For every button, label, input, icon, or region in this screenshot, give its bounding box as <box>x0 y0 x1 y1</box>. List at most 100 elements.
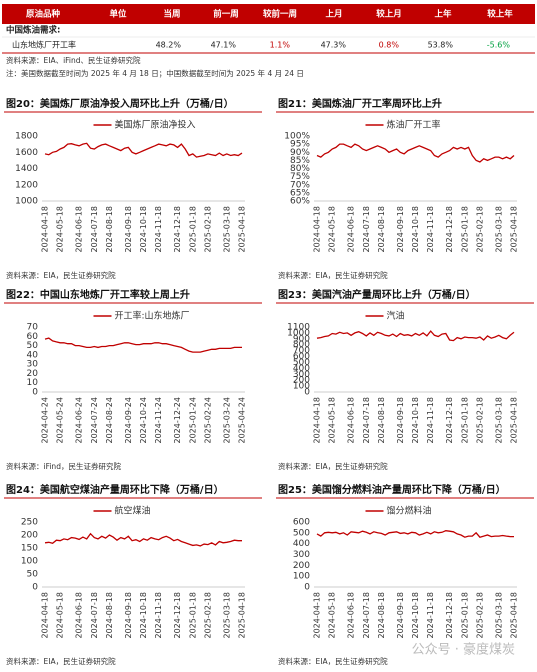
y-tick-label: 30 <box>27 360 39 370</box>
x-tick-label: 2024-06-24 <box>75 397 84 444</box>
y-tick-label: 65% <box>290 188 310 198</box>
x-tick-label: 2025-01-18 <box>460 592 469 639</box>
x-tick-label: 2024-05-18 <box>328 592 337 639</box>
x-tick-label: 2024-10-18 <box>411 397 420 444</box>
x-tick-label: 2024-06-18 <box>75 592 84 639</box>
y-tick-label: 600 <box>293 352 310 362</box>
table-section: 中国炼油需求: <box>6 25 60 36</box>
chart-source: 资料来源：EIA，民生证券研究院 <box>278 461 388 471</box>
x-tick-label: 2024-04-18 <box>313 592 322 639</box>
watermark: 公众号 · 豪度煤炭 <box>412 642 515 658</box>
chart-source: 资料来源：EIA，民生证券研究院 <box>278 656 388 666</box>
x-tick-label: 2024-05-18 <box>56 206 65 253</box>
x-tick-label: 2024-10-18 <box>411 206 420 253</box>
x-tick-label: 2025-03-18 <box>494 397 503 444</box>
x-tick-label: 2024-12-18 <box>445 397 454 444</box>
y-tick-label: 1200 <box>15 180 38 190</box>
y-tick-label: 1400 <box>15 164 38 174</box>
y-tick-label: 85% <box>290 156 310 166</box>
x-tick-label: 2025-04-18 <box>238 592 247 639</box>
y-tick-label: 100 <box>293 572 310 582</box>
chart-title: 图25：美国馏分燃料油产量周环比下降（万桶/日） <box>278 483 506 496</box>
x-tick-label: 2024-09-18 <box>396 592 405 639</box>
table-note: 注：美国数据截至时间为 2025 年 4 月 18 日；中国数据截至时间为 20… <box>6 68 304 78</box>
x-tick-label: 2024-04-18 <box>41 592 50 639</box>
y-tick-label: 50 <box>27 341 39 351</box>
chart-title: 图24：美国航空煤油产量周环比下降（万桶/日） <box>6 483 224 496</box>
x-tick-label: 2024-12-18 <box>445 592 454 639</box>
chart-title: 图21：美国炼油厂开工率周环比上升 <box>278 97 442 110</box>
x-tick-label: 2024-09-18 <box>124 592 133 639</box>
y-tick-label: 0 <box>32 583 38 593</box>
legend-label: 美国炼厂原油净投入 <box>115 119 196 131</box>
x-tick-label: 2025-04-18 <box>238 206 247 253</box>
table-header-cell: 较上月 <box>376 9 402 20</box>
table-header-bg <box>2 4 535 24</box>
x-tick-label: 2024-08-18 <box>105 206 114 253</box>
x-tick-label: 2024-04-18 <box>41 206 50 253</box>
y-tick-label: 50 <box>27 570 39 580</box>
y-tick-label: 150 <box>21 544 38 554</box>
x-tick-label: 2024-08-24 <box>105 397 114 444</box>
y-tick-label: 900 <box>293 334 310 344</box>
x-tick-label: 2024-10-24 <box>139 397 148 444</box>
y-tick-label: 400 <box>293 364 310 374</box>
y-tick-label: 500 <box>293 528 310 538</box>
table-header-cell: 单位 <box>109 9 127 20</box>
y-tick-label: 1800 <box>15 132 38 142</box>
x-tick-label: 2024-10-18 <box>139 206 148 253</box>
x-tick-label: 2025-01-18 <box>460 397 469 444</box>
chart-title: 图20：美国炼厂原油净投入周环比上升（万桶/日） <box>6 97 234 110</box>
x-tick-label: 2024-11-18 <box>426 592 435 639</box>
table-cell: 53.8% <box>428 41 454 50</box>
y-tick-label: 600 <box>293 518 310 528</box>
series-line <box>44 337 242 353</box>
y-tick-label: 75% <box>290 172 310 182</box>
chart-title: 图22：中国山东地炼厂开工率较上周上升 <box>6 288 190 301</box>
series-line <box>44 532 242 547</box>
x-tick-label: 2024-08-18 <box>377 592 386 639</box>
y-tick-label: 1000 <box>15 197 38 207</box>
x-tick-label: 2025-03-18 <box>494 206 503 253</box>
table-cell: 48.2% <box>156 41 182 50</box>
x-tick-label: 2025-02-18 <box>475 397 484 444</box>
x-tick-label: 2024-07-18 <box>90 592 99 639</box>
table-row-name: 山东地炼厂开工率 <box>12 40 76 50</box>
x-tick-label: 2024-07-24 <box>90 397 99 444</box>
y-tick-label: 300 <box>293 550 310 560</box>
x-tick-label: 2024-09-24 <box>124 397 133 444</box>
y-tick-label: 250 <box>21 518 38 528</box>
x-tick-label: 2024-12-24 <box>173 397 182 444</box>
y-tick-label: 40 <box>27 350 39 360</box>
table-header-cell: 上年 <box>434 9 452 20</box>
x-tick-label: 2025-04-18 <box>510 206 519 253</box>
y-tick-label: 1000 <box>287 328 310 338</box>
series-line <box>44 142 243 158</box>
x-tick-label: 2024-07-18 <box>90 206 99 253</box>
y-tick-label: 700 <box>293 346 310 356</box>
x-tick-label: 2024-11-18 <box>154 206 163 253</box>
table-cell: -5.6% <box>487 41 511 50</box>
legend-label: 开工率:山东地炼厂 <box>115 310 190 322</box>
x-tick-label: 2024-09-18 <box>396 206 405 253</box>
chart-source: 资料来源：EIA，民生证券研究院 <box>6 270 116 280</box>
y-tick-label: 400 <box>293 539 310 549</box>
x-tick-label: 2025-02-18 <box>475 592 484 639</box>
x-tick-label: 2025-01-18 <box>460 206 469 253</box>
y-tick-label: 20 <box>27 369 39 379</box>
y-tick-label: 100% <box>284 132 310 142</box>
y-tick-label: 70 <box>27 323 39 333</box>
x-tick-label: 2024-06-18 <box>347 592 356 639</box>
y-tick-label: 60 <box>27 332 39 342</box>
legend-label: 航空煤油 <box>115 505 151 517</box>
y-tick-label: 200 <box>293 561 310 571</box>
y-tick-label: 1100 <box>287 323 310 333</box>
x-tick-label: 2025-02-18 <box>203 206 212 253</box>
series-line <box>316 330 515 342</box>
x-tick-label: 2024-12-18 <box>173 206 182 253</box>
x-tick-label: 2025-04-24 <box>238 397 247 444</box>
x-tick-label: 2024-11-18 <box>154 592 163 639</box>
x-tick-label: 2024-10-18 <box>411 592 420 639</box>
x-tick-label: 2024-09-18 <box>396 397 405 444</box>
